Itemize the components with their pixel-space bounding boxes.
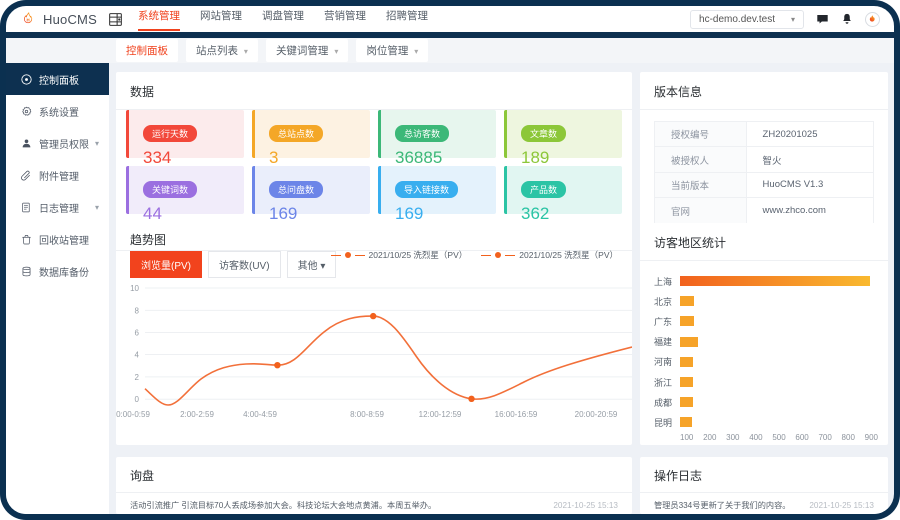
svg-text:10: 10 <box>130 284 139 293</box>
svg-text:2: 2 <box>135 373 140 382</box>
svg-text:4:00-4:59: 4:00-4:59 <box>243 410 277 419</box>
svg-text:16:00-16:59: 16:00-16:59 <box>495 410 538 419</box>
svg-text:0:00-0:59: 0:00-0:59 <box>116 410 150 419</box>
svg-text:8: 8 <box>135 306 140 315</box>
svg-text:4: 4 <box>135 351 140 360</box>
svg-text:12:00-12:59: 12:00-12:59 <box>419 410 462 419</box>
svg-text:0: 0 <box>135 395 140 404</box>
svg-text:20:00-20:59: 20:00-20:59 <box>575 410 618 419</box>
svg-text:6: 6 <box>135 329 140 338</box>
svg-text:2:00-2:59: 2:00-2:59 <box>180 410 214 419</box>
svg-text:H: H <box>27 17 30 22</box>
svg-text:8:00-8:59: 8:00-8:59 <box>350 410 384 419</box>
